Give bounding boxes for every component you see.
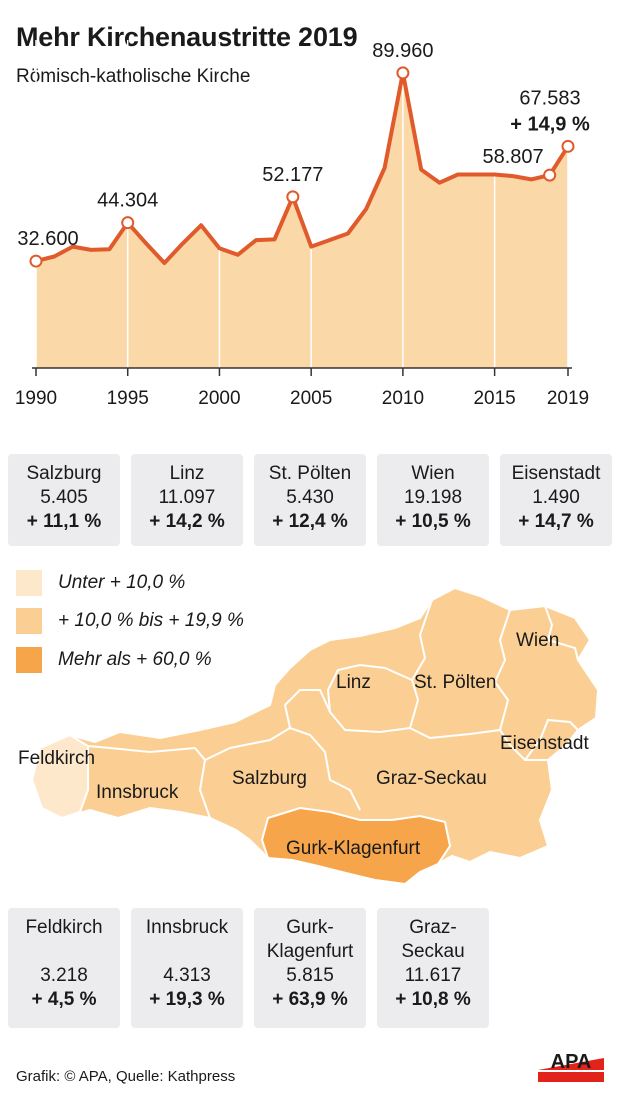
diocese-top-card-1: Linz 11.097 + 14,2 % [131, 454, 243, 546]
map-region-feldkirch [30, 733, 89, 820]
chart-data-label-2010: 89.960 [372, 40, 433, 62]
map-label-innsbruck: Innsbruck [96, 782, 179, 803]
card-value: 1.490 [532, 487, 580, 508]
line-area-chart: 1990 1995 2000 2005 2010 2015 2019 32.600 44.304… [15, 40, 590, 409]
map-label-gurk-klagenfurt: Gurk-Klagenfurt [286, 838, 421, 859]
map-label-wien: Wien [516, 630, 560, 651]
diocese-top-card-2: St. Pölten 5.430 + 12,4 % [254, 454, 366, 546]
diocese-top-card-4: Eisenstadt 1.490 + 14,7 % [500, 454, 612, 546]
legend-label-high: Mehr als + 60,0 % [58, 649, 212, 670]
chart-point-2018 [543, 168, 557, 182]
card-value: 3.218 [40, 965, 88, 986]
apa-logo: APA [538, 1051, 604, 1082]
legend-swatch-high [16, 647, 42, 673]
card-name: Linz [169, 463, 205, 484]
legend-label-low: Unter + 10,0 % [58, 572, 186, 593]
card-value: 19.198 [403, 487, 463, 508]
map-borders [87, 599, 579, 819]
page-title: Mehr Kirchenaustritte 2019 [16, 22, 358, 52]
chart-area-fill [36, 72, 568, 369]
card-name: Salzburg [26, 463, 102, 484]
diocese-top-card-0: Salzburg 5.405 + 11,1 % [8, 454, 120, 546]
card-change: + 19,3 % [149, 989, 225, 1010]
svg-text:APA: APA [551, 1051, 592, 1073]
footer-credit: Grafik: © APA, Quelle: Kathpress [16, 1068, 236, 1085]
legend-swatch-low [16, 570, 42, 596]
card-name: Wien [411, 463, 455, 484]
card-name: Innsbruck [145, 917, 229, 938]
card-name: Feldkirch [25, 917, 103, 938]
chart-data-label-2018: 58.807 [482, 146, 543, 168]
chart-tick-label-2010: 2010 [382, 388, 424, 409]
chart-tick-label-2005: 2005 [290, 388, 332, 409]
card-name: St. Pölten [268, 463, 352, 484]
card-name: Gurk- Klagenfurt [266, 917, 354, 962]
austria-diocese-map [30, 586, 600, 886]
chart-point-1990 [29, 254, 43, 268]
card-value: 11.617 [404, 965, 462, 986]
map-label-st-poelten: St. Pölten [414, 672, 497, 693]
card-value: 5.430 [286, 487, 334, 508]
card-name: Eisenstadt [511, 463, 601, 484]
card-change: + 14,7 % [518, 511, 594, 532]
chart-tick-label-1995: 1995 [107, 388, 149, 409]
diocese-top-card-3: Wien 19.198 + 10,5 % [377, 454, 489, 546]
chart-point-2004 [286, 190, 300, 204]
chart-point-1995 [121, 216, 135, 230]
diocese-bottom-card-0: Feldkirch 3.218 + 4,5 % [8, 908, 120, 1028]
chart-change-label-2019: + 14,9 % [510, 113, 590, 135]
map-region-gurk [260, 806, 452, 886]
card-change: + 4,5 % [31, 989, 97, 1010]
diocese-bottom-card-2: Gurk- Klagenfurt 5.815 + 63,9 % [254, 908, 366, 1028]
chart-tick-label-2019: 2019 [547, 388, 589, 409]
chart-data-label-1990: 32.600 [17, 228, 78, 250]
page-subtitle: Römisch-katholische Kirche [16, 66, 251, 87]
card-change: + 11,1 % [26, 511, 102, 532]
diocese-bottom-card-3: Graz- Seckau 11.617 + 10,8 % [377, 908, 489, 1028]
diocese-bottom-card-1: Innsbruck 4.313 + 19,3 % [131, 908, 243, 1028]
chart-tick-label-2015: 2015 [473, 388, 515, 409]
map-region-austria [30, 586, 600, 886]
legend-label-mid: + 10,0 % bis + 19,9 % [58, 610, 244, 631]
chart-data-label-2004: 52.177 [262, 164, 323, 186]
card-change: + 12,4 % [272, 511, 348, 532]
card-change: + 14,2 % [149, 511, 225, 532]
card-value: 11.097 [158, 487, 216, 508]
map-label-feldkirch: Feldkirch [18, 748, 96, 769]
card-change: + 10,5 % [395, 511, 471, 532]
card-value: 4.313 [163, 965, 211, 986]
chart-data-label-2019: 67.583 [519, 87, 580, 109]
chart-data-label-1995: 44.304 [97, 190, 158, 212]
map-label-graz-seckau: Graz-Seckau [376, 768, 487, 789]
map-label-eisenstadt: Eisenstadt [500, 733, 589, 754]
chart-point-2019 [561, 139, 575, 153]
chart-tick-label-2000: 2000 [198, 388, 240, 409]
map-label-salzburg: Salzburg [232, 768, 307, 789]
card-value: 5.815 [286, 965, 334, 986]
chart-point-2010 [396, 66, 410, 80]
card-value: 5.405 [40, 487, 88, 508]
card-change: + 63,9 % [272, 989, 348, 1010]
card-change: + 10,8 % [395, 989, 471, 1010]
card-name: Graz- Seckau [401, 917, 465, 962]
chart-tick-label-1990: 1990 [15, 388, 57, 409]
legend-swatch-mid [16, 608, 42, 634]
map-label-linz: Linz [336, 672, 371, 693]
